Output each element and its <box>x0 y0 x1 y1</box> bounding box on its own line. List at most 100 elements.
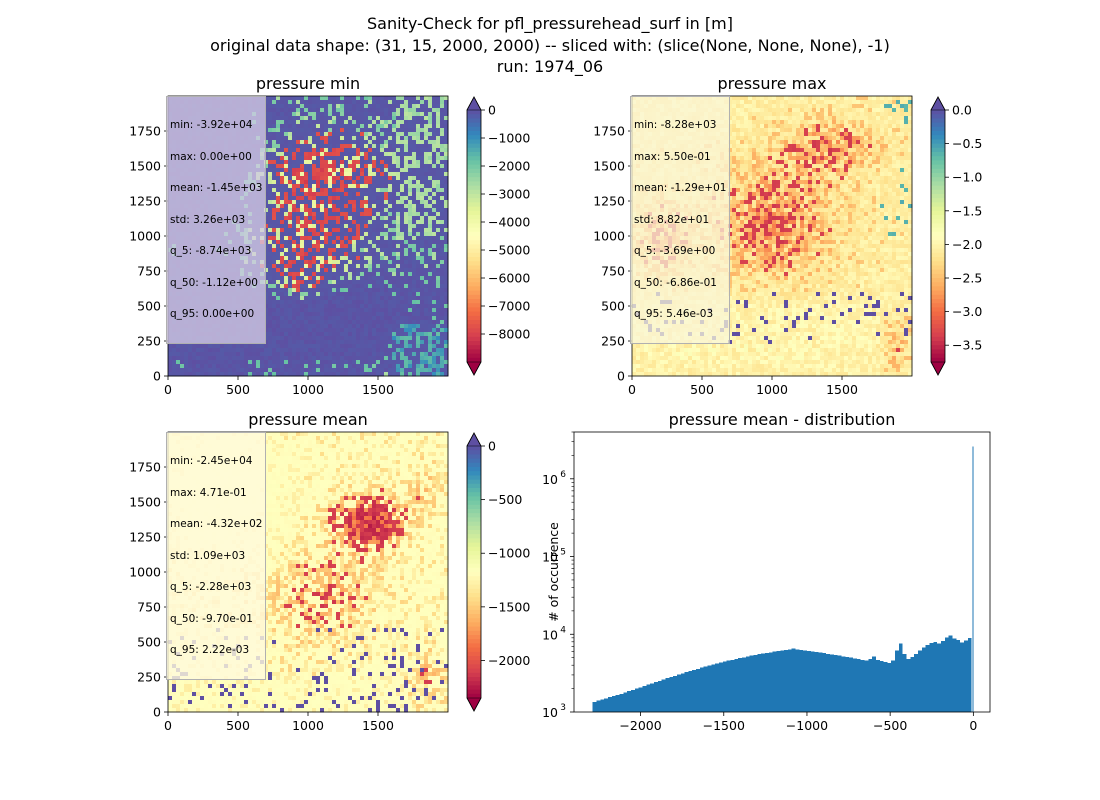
map-cell <box>396 120 401 125</box>
map-cell <box>392 324 397 329</box>
map-cell <box>392 300 397 305</box>
map-cell <box>212 348 217 353</box>
map-cell <box>436 324 441 329</box>
map-cell <box>328 240 333 245</box>
map-cell <box>368 328 373 333</box>
map-cell <box>384 204 389 209</box>
map-cell <box>296 308 301 313</box>
map-cell <box>268 148 273 153</box>
map-cell <box>416 332 421 337</box>
map-cell <box>396 228 401 233</box>
map-cell <box>360 312 365 317</box>
map-cell <box>296 140 301 145</box>
map-cell <box>236 344 241 349</box>
map-cell <box>284 356 289 361</box>
map-cell <box>364 196 369 201</box>
map-cell <box>424 120 429 125</box>
map-cell <box>324 352 329 357</box>
map-cell <box>312 172 317 177</box>
map-cell <box>348 296 353 301</box>
map-cell <box>396 324 401 329</box>
map-cell <box>352 236 357 241</box>
map-cell <box>432 348 437 353</box>
map-cell <box>332 164 337 169</box>
map-cell <box>392 236 397 241</box>
map-cell <box>332 280 337 285</box>
map-cell <box>352 328 357 333</box>
map-cell <box>428 224 433 229</box>
map-cell <box>352 240 357 245</box>
map-cell <box>396 316 401 321</box>
map-cell <box>348 176 353 181</box>
map-cell <box>312 336 317 341</box>
map-cell <box>428 324 433 329</box>
map-cell <box>424 308 429 313</box>
map-cell <box>296 316 301 321</box>
map-cell <box>380 212 385 217</box>
map-cell <box>264 352 269 357</box>
map-cell <box>352 112 357 117</box>
map-cell <box>344 292 349 297</box>
map-cell <box>352 368 357 373</box>
map-cell <box>308 372 313 377</box>
map-cell <box>340 204 345 209</box>
map-cell <box>344 164 349 169</box>
map-cell <box>436 300 441 305</box>
map-cell <box>440 304 445 309</box>
map-cell <box>324 272 329 277</box>
map-cell <box>444 136 449 141</box>
map-cell <box>340 280 345 285</box>
map-cell <box>336 260 341 265</box>
map-cell <box>324 220 329 225</box>
map-cell <box>376 292 381 297</box>
map-cell <box>228 344 233 349</box>
map-cell <box>304 188 309 193</box>
map-cell <box>432 268 437 273</box>
map-cell <box>356 348 361 353</box>
map-cell <box>168 348 173 353</box>
map-cell <box>324 324 329 329</box>
map-cell <box>344 188 349 193</box>
map-cell <box>296 220 301 225</box>
colorbar-segment <box>467 181 481 186</box>
map-cell <box>300 144 305 149</box>
map-cell <box>268 100 273 105</box>
map-cell <box>280 136 285 141</box>
map-cell <box>276 276 281 281</box>
map-cell <box>372 196 377 201</box>
map-cell <box>284 280 289 285</box>
map-cell <box>312 156 317 161</box>
colorbar-segment <box>467 303 481 308</box>
map-cell <box>388 224 393 229</box>
map-cell <box>304 152 309 157</box>
map-cell <box>304 300 309 305</box>
map-cell <box>384 128 389 133</box>
map-cell <box>276 308 281 313</box>
map-cell <box>352 364 357 369</box>
map-cell <box>320 172 325 177</box>
map-cell <box>432 316 437 321</box>
map-cell <box>440 340 445 345</box>
map-cell <box>444 232 449 237</box>
map-cell <box>360 96 365 101</box>
map-cell <box>360 132 365 137</box>
map-cell <box>368 140 373 145</box>
map-cell <box>360 124 365 129</box>
map-cell <box>440 276 445 281</box>
map-cell <box>396 348 401 353</box>
map-cell <box>284 308 289 313</box>
map-cell <box>276 360 281 365</box>
map-cell <box>340 96 345 101</box>
map-cell <box>340 364 345 369</box>
map-cell <box>420 236 425 241</box>
map-cell <box>384 184 389 189</box>
map-cell <box>400 324 405 329</box>
map-cell <box>320 120 325 125</box>
map-cell <box>372 172 377 177</box>
map-cell <box>344 260 349 265</box>
map-cell <box>192 368 197 373</box>
colorbar-segment <box>467 236 481 241</box>
map-cell <box>356 292 361 297</box>
map-cell <box>252 344 257 349</box>
map-cell <box>344 228 349 233</box>
